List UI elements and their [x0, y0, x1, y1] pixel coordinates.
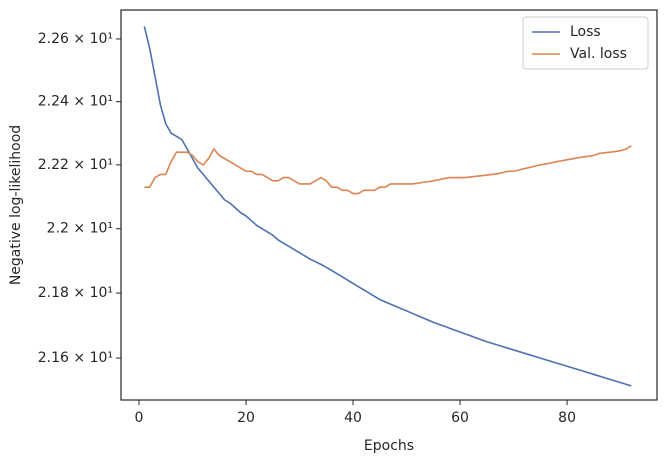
y-tick-label: 2.2 × 10¹	[47, 221, 113, 237]
plot-frame	[120, 9, 658, 401]
legend-label: Loss	[570, 24, 601, 40]
legend	[522, 16, 649, 70]
line	[144, 145, 632, 195]
y-tick-label: 2.16 × 10¹	[38, 350, 113, 366]
x-tick-label: 20	[237, 410, 255, 426]
y-axis-label: Negative log-likelihood	[8, 125, 24, 285]
x-tick-label: 80	[558, 410, 576, 426]
x-tick-label: 0	[135, 410, 144, 426]
x-tick-label: 60	[451, 410, 469, 426]
y-tick-label: 2.18 × 10¹	[38, 285, 113, 301]
legend-label: Val. loss	[570, 46, 627, 62]
y-tick-label: 2.22 × 10¹	[38, 157, 113, 173]
x-axis-label: Epochs	[364, 438, 414, 454]
line	[143, 26, 632, 387]
y-tick-label: 2.24 × 10¹	[38, 94, 113, 110]
x-tick-label: 40	[344, 410, 362, 426]
y-tick-label: 2.26 × 10¹	[38, 31, 113, 47]
